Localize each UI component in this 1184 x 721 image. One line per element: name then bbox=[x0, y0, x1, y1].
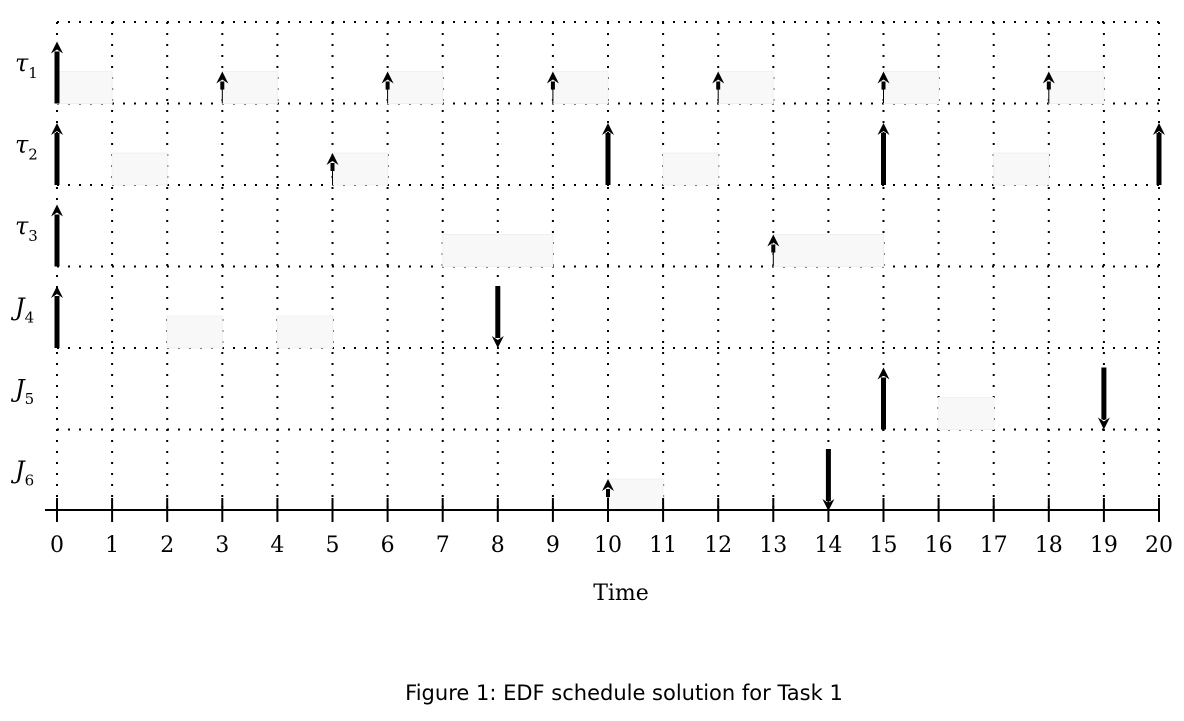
release-arrow-head bbox=[51, 286, 63, 298]
x-tick-label: 7 bbox=[436, 533, 450, 558]
row-label-subscript: 5 bbox=[25, 390, 35, 408]
x-axis-label: Time bbox=[593, 581, 649, 606]
row-label-subscript: 1 bbox=[28, 64, 38, 82]
execution-block bbox=[552, 71, 609, 104]
release-arrow-head bbox=[51, 41, 63, 54]
x-tick-label: 11 bbox=[649, 533, 677, 558]
release-arrow-head bbox=[216, 71, 229, 84]
release-arrow-head bbox=[1042, 71, 1055, 84]
execution-block bbox=[332, 152, 389, 186]
execution-block bbox=[662, 152, 719, 186]
x-tick-label: 5 bbox=[326, 533, 340, 558]
row-label: J5 bbox=[10, 375, 34, 408]
execution-block bbox=[772, 234, 884, 267]
release-arrow-head bbox=[602, 479, 614, 491]
time-axis: 0 1 2 3 4 5 6 7 8 9 10 11 12 13 14 15 16 17 18 19 20 bbox=[45, 498, 1173, 558]
execution-block bbox=[221, 71, 278, 104]
row-label-subscript: 3 bbox=[28, 227, 38, 245]
x-tick-label: 3 bbox=[215, 533, 229, 558]
release-deadline-arrows bbox=[51, 41, 1165, 511]
row-label: τ1 bbox=[15, 49, 38, 82]
release-arrow-head bbox=[381, 71, 394, 84]
execution-block bbox=[717, 71, 774, 104]
execution-blocks bbox=[56, 71, 1105, 512]
x-tick-label: 14 bbox=[814, 533, 842, 558]
release-arrow-head bbox=[546, 71, 559, 84]
execution-block bbox=[387, 71, 444, 104]
release-arrow-head bbox=[326, 153, 339, 165]
execution-block bbox=[442, 234, 554, 267]
row-label: τ2 bbox=[15, 130, 38, 163]
x-tick-label: 8 bbox=[491, 533, 505, 558]
row-label-subscript: 4 bbox=[25, 308, 35, 326]
x-tick-label: 12 bbox=[704, 533, 732, 558]
row-label: J6 bbox=[10, 456, 34, 489]
execution-block bbox=[938, 397, 995, 430]
x-tick-label: 13 bbox=[759, 533, 787, 558]
release-arrow-head bbox=[51, 123, 63, 135]
execution-block bbox=[166, 315, 223, 349]
x-tick-label: 19 bbox=[1090, 533, 1118, 558]
x-tick-label: 9 bbox=[546, 533, 560, 558]
figure-caption: Figure 1: EDF schedule solution for Task… bbox=[405, 681, 843, 705]
x-tick-label: 1 bbox=[105, 533, 119, 558]
row-label-subscript: 6 bbox=[25, 471, 35, 489]
row-label: J4 bbox=[10, 293, 34, 326]
row-label: τ3 bbox=[15, 212, 38, 245]
x-tick-label: 17 bbox=[980, 533, 1008, 558]
release-arrow-head bbox=[712, 71, 725, 84]
x-tick-label: 6 bbox=[381, 533, 395, 558]
x-tick-label: 18 bbox=[1035, 533, 1063, 558]
release-arrow-head bbox=[767, 234, 780, 247]
x-tick-label: 10 bbox=[594, 533, 622, 558]
x-tick-label: 2 bbox=[160, 533, 174, 558]
release-arrow-head bbox=[51, 204, 63, 217]
execution-block bbox=[56, 71, 113, 104]
execution-block bbox=[607, 478, 664, 512]
x-tick-label: 4 bbox=[270, 533, 284, 558]
row-label-subscript: 2 bbox=[28, 145, 38, 163]
x-tick-label: 16 bbox=[925, 533, 953, 558]
execution-block bbox=[111, 152, 168, 186]
release-arrow-head bbox=[877, 123, 890, 135]
deadline-arrow-head bbox=[1097, 417, 1110, 430]
release-arrow-head bbox=[1153, 123, 1165, 135]
execution-block bbox=[883, 71, 940, 104]
x-tick-label: 20 bbox=[1145, 533, 1173, 558]
x-tick-label: 0 bbox=[50, 533, 64, 558]
execution-block bbox=[1048, 71, 1105, 104]
release-arrow-head bbox=[602, 123, 614, 135]
execution-block bbox=[993, 152, 1050, 186]
release-arrow-head bbox=[877, 71, 890, 84]
deadline-arrow-head bbox=[491, 336, 504, 348]
row-labels: τ1 τ2 τ3 J4 J5 J6 bbox=[10, 49, 38, 490]
release-arrow-head bbox=[877, 367, 890, 380]
execution-block bbox=[276, 315, 333, 349]
x-tick-label: 15 bbox=[870, 533, 898, 558]
